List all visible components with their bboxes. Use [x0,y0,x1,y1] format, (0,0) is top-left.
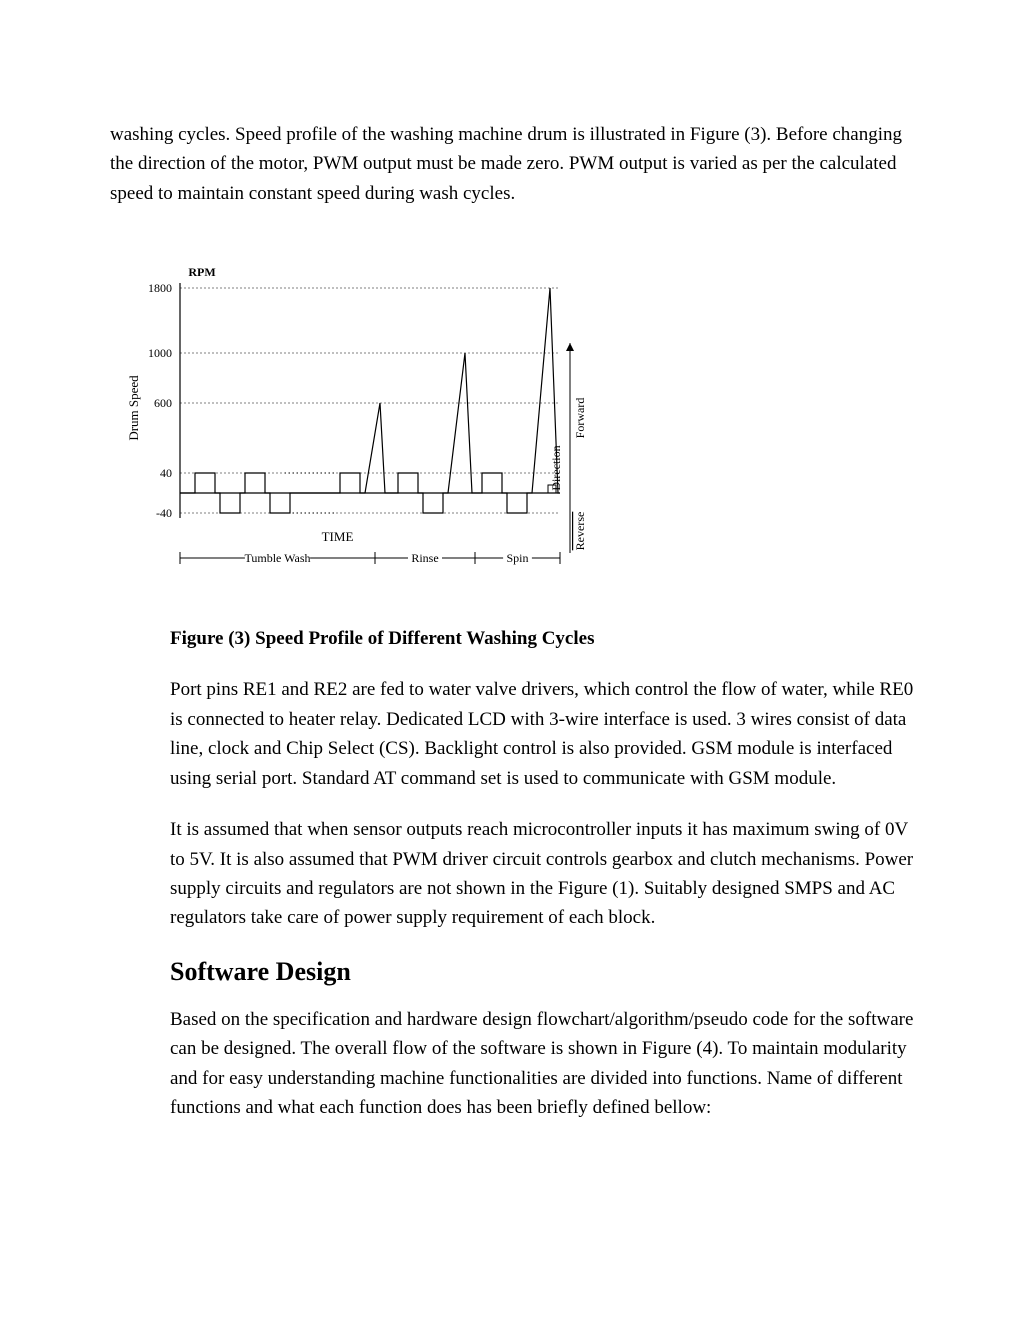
svg-text:RPM: RPM [188,265,215,279]
svg-text:Spin: Spin [506,551,528,565]
svg-text:Direction: Direction [549,446,563,491]
figure-3-caption: Figure (3) Speed Profile of Different Wa… [170,628,914,650]
paragraph-4: Based on the specification and hardware … [170,1005,914,1123]
svg-text:Tumble Wash: Tumble Wash [244,551,310,565]
paragraph-3: It is assumed that when sensor outputs r… [170,815,914,933]
svg-text:1000: 1000 [148,346,172,360]
paragraph-2: Port pins RE1 and RE2 are fed to water v… [170,675,914,793]
svg-text:Rinse: Rinse [411,551,438,565]
paragraph-1: washing cycles. Speed profile of the was… [110,120,914,208]
section-heading-software-design: Software Design [170,957,914,987]
svg-text:600: 600 [154,396,172,410]
svg-text:40: 40 [160,466,172,480]
svg-text:Drum Speed: Drum Speed [126,375,141,441]
figure-3: 1800 1000 600 40 -40 RPM Drum Speed TIME Tumble … [110,248,914,598]
svg-text:-40: -40 [156,506,172,520]
svg-text:TIME: TIME [322,529,354,544]
document-page: washing cycles. Speed profile of the was… [0,0,1024,1205]
svg-text:Forward: Forward [573,398,587,439]
svg-text:Reverse: Reverse [573,512,587,551]
speed-profile-chart: 1800 1000 600 40 -40 RPM Drum Speed TIME Tumble … [120,248,620,593]
svg-text:1800: 1800 [148,281,172,295]
